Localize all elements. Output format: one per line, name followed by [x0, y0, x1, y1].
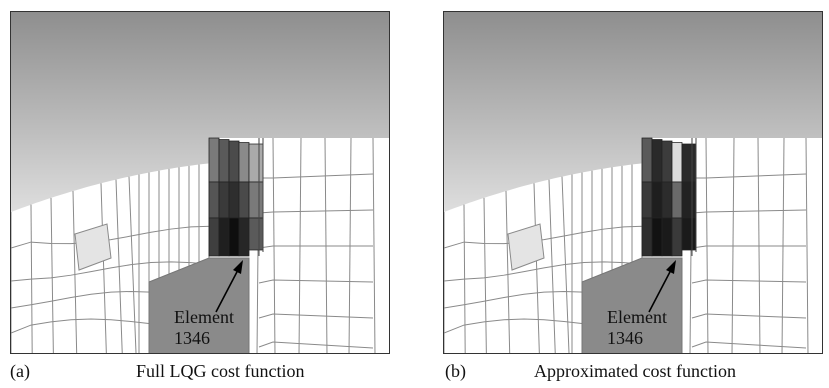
- gray-block: [148, 257, 250, 353]
- shaded-element: [671, 181, 683, 219]
- pointer-arrow: [648, 260, 676, 313]
- panel-b-caption: Approximated cost function: [534, 361, 736, 381]
- panel-a-label: (a): [10, 361, 30, 381]
- shaded-elements: [641, 137, 697, 257]
- shaded-element: [681, 143, 697, 183]
- light-element: [507, 223, 545, 271]
- element-number: 1346: [607, 328, 643, 348]
- shaded-element: [218, 217, 230, 257]
- gray-block: [581, 257, 683, 353]
- shaded-element: [228, 181, 240, 219]
- shaded-element: [681, 217, 697, 251]
- sky-region: [11, 12, 389, 212]
- pointer-arrow: [215, 260, 243, 313]
- light-element: [74, 223, 112, 271]
- shaded-element: [248, 217, 264, 251]
- panel-b-label: (b): [445, 361, 466, 381]
- element-number: 1346: [174, 328, 210, 348]
- shaded-element: [641, 137, 653, 183]
- element-label: Element: [607, 307, 667, 327]
- shaded-element: [238, 217, 250, 257]
- shaded-element: [651, 181, 663, 219]
- shaded-element: [228, 140, 240, 183]
- shaded-element: [248, 143, 264, 183]
- shaded-element: [248, 181, 264, 219]
- shaded-element: [641, 181, 653, 219]
- shaded-element: [651, 139, 663, 183]
- shaded-element: [661, 217, 673, 257]
- shaded-element: [218, 139, 230, 183]
- element-label: Element: [174, 307, 234, 327]
- shaded-element: [208, 181, 220, 219]
- shaded-element: [661, 140, 673, 183]
- shaded-element: [208, 137, 220, 183]
- shaded-elements: [208, 137, 264, 257]
- shaded-element: [238, 142, 250, 183]
- shaded-element: [641, 217, 653, 257]
- sky-region: [444, 12, 822, 212]
- shaded-element: [651, 217, 663, 257]
- shaded-element: [218, 181, 230, 219]
- shaded-element: [228, 217, 240, 257]
- panel-a-mesh: Element 1346: [10, 11, 390, 354]
- shaded-element: [661, 181, 673, 219]
- shaded-element: [238, 181, 250, 219]
- shaded-element: [671, 217, 683, 257]
- panel-b-mesh: Element 1346: [443, 11, 823, 354]
- shaded-element: [671, 142, 683, 183]
- shaded-element: [681, 181, 697, 219]
- shaded-element: [208, 217, 220, 257]
- panel-a-caption: Full LQG cost function: [136, 361, 305, 381]
